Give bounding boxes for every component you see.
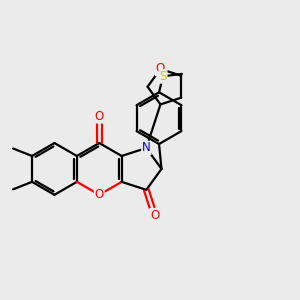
- Text: S: S: [159, 70, 167, 83]
- Text: O: O: [156, 62, 165, 76]
- Text: O: O: [94, 110, 104, 123]
- Text: O: O: [94, 188, 104, 201]
- Text: N: N: [142, 142, 151, 154]
- Text: O: O: [150, 209, 159, 222]
